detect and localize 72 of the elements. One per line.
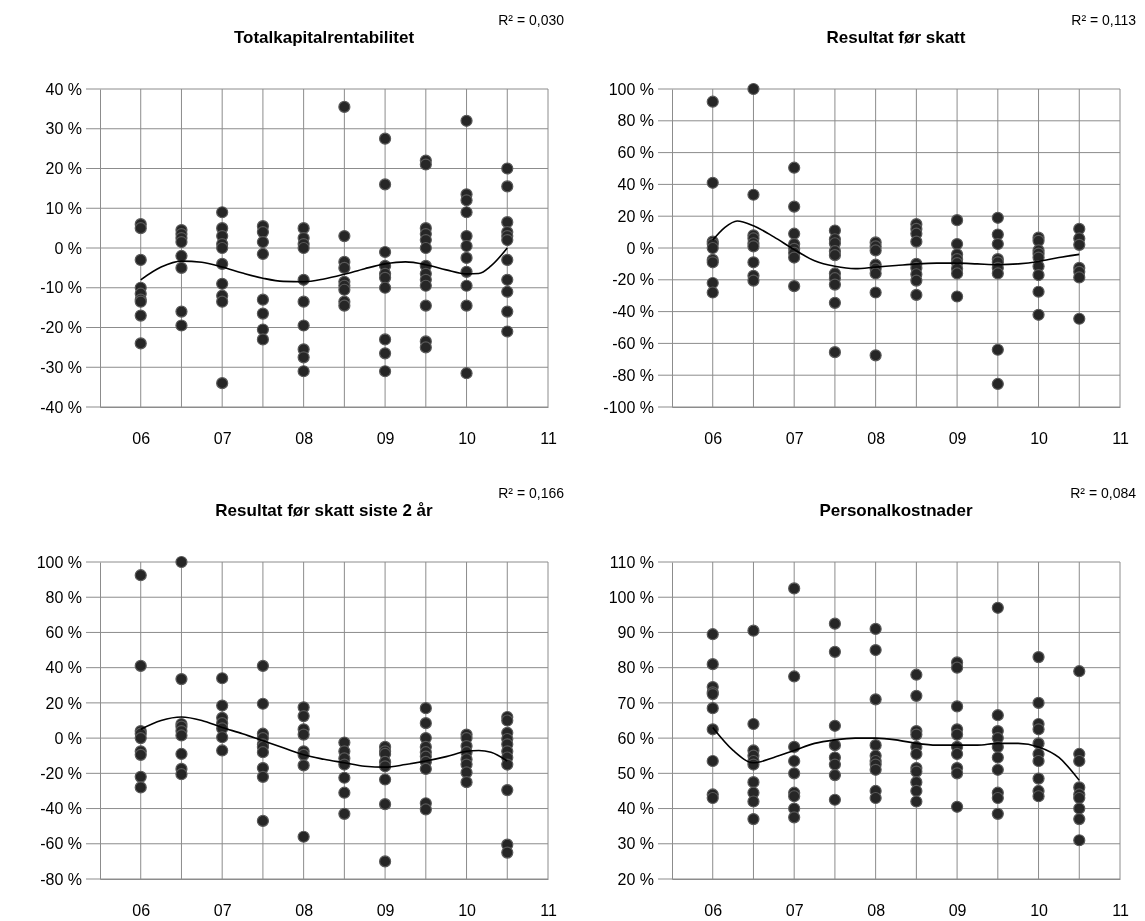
- text: R² = 0,030: [498, 12, 565, 28]
- x-tick-label: 08: [867, 902, 886, 920]
- x-tick-label: 11: [540, 902, 557, 920]
- y-tick-label: 100 %: [608, 80, 654, 98]
- x-tick-label: 06: [132, 902, 151, 920]
- y-tick-label: -20 %: [40, 764, 82, 782]
- x-tick-label: 08: [295, 430, 314, 448]
- y-tick-label: 60 %: [617, 729, 654, 747]
- y-tick-label: 40 %: [45, 659, 82, 677]
- x-tick-label: 10: [1030, 902, 1049, 920]
- y-tick-label: 20 %: [617, 870, 654, 888]
- y-tick-label: -100 %: [603, 398, 654, 416]
- y-tick-label: 60 %: [45, 624, 82, 642]
- y-tick-label: 110 %: [609, 553, 654, 571]
- y-tick-label: -30 %: [40, 358, 82, 376]
- y-tick-label: -60 %: [612, 335, 654, 353]
- x-tick-label: 07: [213, 430, 232, 448]
- x-tick-label: 09: [948, 902, 967, 920]
- y-tick-label: 50 %: [617, 764, 654, 782]
- text: R² = 0,113: [1071, 12, 1137, 28]
- y-tick-label: -40 %: [40, 800, 82, 818]
- x-tick-label: 11: [1112, 902, 1129, 920]
- y-tick-label: 10 %: [45, 199, 82, 217]
- chart-title: Personalkostnader: [819, 501, 973, 520]
- y-tick-label: -80 %: [612, 366, 654, 384]
- x-tick-label: 06: [704, 430, 723, 448]
- y-tick-label: 40 %: [617, 800, 654, 818]
- x-tick-label: 06: [704, 902, 723, 920]
- x-tick-label: 10: [458, 430, 477, 448]
- y-tick-label: 80 %: [617, 112, 654, 130]
- chart-title: Resultat før skatt siste 2 år: [215, 501, 434, 520]
- y-tick-label: -40 %: [612, 303, 654, 321]
- x-tick-label: 07: [213, 902, 232, 920]
- y-tick-label: -10 %: [40, 279, 82, 297]
- x-tick-label: 09: [948, 430, 967, 448]
- y-tick-label: 0 %: [54, 729, 82, 747]
- x-tick-label: 07: [785, 902, 804, 920]
- chart-title: Resultat før skatt: [826, 28, 966, 47]
- y-tick-label: -80 %: [40, 870, 82, 888]
- y-tick-label: 0 %: [626, 239, 654, 257]
- y-tick-label: 100 %: [36, 553, 82, 571]
- x-tick-label: 10: [458, 902, 477, 920]
- y-tick-label: 100 %: [608, 588, 654, 606]
- y-tick-label: 20 %: [45, 160, 82, 178]
- y-tick-label: 20 %: [617, 207, 654, 225]
- y-tick-label: 30 %: [45, 120, 82, 138]
- x-tick-label: 07: [785, 430, 804, 448]
- y-tick-label: 80 %: [45, 588, 82, 606]
- y-tick-label: -60 %: [40, 835, 82, 853]
- x-tick-label: 09: [376, 430, 395, 448]
- text: R² = 0,084: [1070, 485, 1137, 501]
- y-tick-label: 40 %: [45, 80, 82, 98]
- y-tick-label: 30 %: [617, 835, 654, 853]
- chart-title: Totalkapitalrentabilitet: [233, 28, 415, 47]
- y-tick-label: 20 %: [45, 694, 82, 712]
- x-tick-label: 09: [376, 902, 395, 920]
- text: R² = 0,166: [498, 485, 565, 501]
- y-tick-label: -20 %: [40, 319, 82, 337]
- x-tick-label: 10: [1030, 430, 1049, 448]
- y-tick-label: -40 %: [40, 398, 82, 416]
- x-tick-label: 11: [1112, 430, 1129, 448]
- y-tick-label: 80 %: [617, 659, 654, 677]
- y-tick-label: 0 %: [54, 239, 82, 257]
- x-tick-label: 06: [132, 430, 151, 448]
- y-tick-label: -20 %: [612, 271, 654, 289]
- y-tick-label: 40 %: [617, 176, 654, 194]
- y-tick-label: 60 %: [617, 144, 654, 162]
- y-tick-label: 90 %: [617, 624, 654, 642]
- x-tick-label: 08: [867, 430, 886, 448]
- x-tick-label: 08: [295, 902, 314, 920]
- x-tick-label: 11: [540, 430, 557, 448]
- y-tick-label: 70 %: [617, 694, 654, 712]
